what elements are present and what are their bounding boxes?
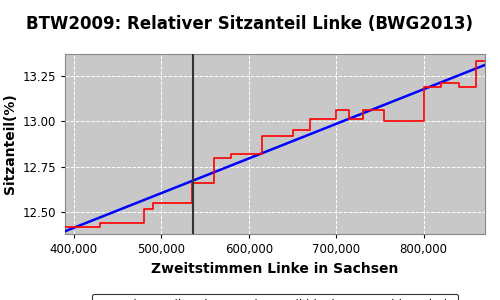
Text: BTW2009: Relativer Sitzanteil Linke (BWG2013): BTW2009: Relativer Sitzanteil Linke (BWG… bbox=[26, 15, 473, 33]
Y-axis label: Sitzanteil(%): Sitzanteil(%) bbox=[3, 94, 17, 194]
Legend: Sitzanteil real, Sitzanteil ideal, Wahlergebnis: Sitzanteil real, Sitzanteil ideal, Wahle… bbox=[92, 294, 458, 300]
X-axis label: Zweitstimmen Linke in Sachsen: Zweitstimmen Linke in Sachsen bbox=[152, 262, 398, 276]
